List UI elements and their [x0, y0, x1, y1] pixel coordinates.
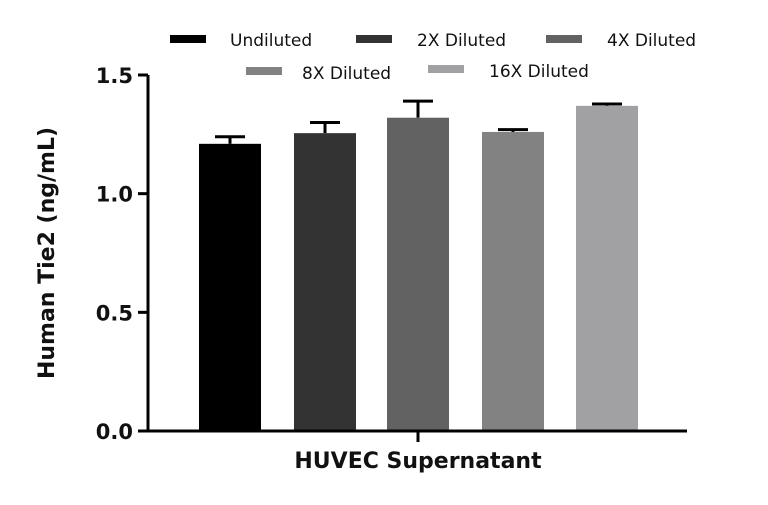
- legend-item: 16X Diluted: [428, 62, 589, 82]
- bar: [576, 105, 638, 431]
- legend-label: 16X Diluted: [489, 62, 589, 82]
- legend-label: Undiluted: [230, 31, 312, 51]
- legend-item: Undiluted: [170, 31, 312, 51]
- bar: [294, 133, 356, 431]
- legend-item: 4X Diluted: [546, 31, 696, 51]
- legend-swatch: [246, 67, 282, 75]
- bar-2x-diluted: [294, 120, 356, 431]
- legend-label: 2X Diluted: [417, 31, 506, 51]
- bar-4x-diluted: [387, 99, 449, 431]
- legend: Undiluted 2X Diluted 4X Diluted 8X Diluted 1…: [170, 31, 696, 84]
- legend-label: 4X Diluted: [607, 31, 696, 51]
- legend-swatch: [356, 35, 392, 43]
- y-axis-title: Human Tie2 (ng/mL): [35, 127, 60, 379]
- x-axis-title: HUVEC Supernatant: [294, 449, 542, 474]
- y-ticks: 0.0 0.5 1.0 1.5: [96, 64, 148, 444]
- legend-swatch: [428, 65, 464, 73]
- bar-8x-diluted: [482, 128, 544, 431]
- legend-item: 2X Diluted: [356, 31, 506, 51]
- bar-16x-diluted: [576, 102, 638, 431]
- bar: [199, 143, 261, 431]
- bar: [482, 131, 544, 431]
- legend-label: 8X Diluted: [302, 64, 391, 84]
- bar: [387, 117, 449, 431]
- legend-swatch: [170, 35, 206, 43]
- y-tick-label: 0.0: [96, 420, 133, 444]
- y-tick-label: 0.5: [96, 301, 133, 325]
- legend-swatch: [546, 35, 582, 43]
- y-tick-label: 1.0: [96, 183, 133, 207]
- axes: [146, 75, 687, 442]
- y-tick-label: 1.5: [96, 64, 133, 88]
- bar-undiluted: [199, 135, 261, 431]
- bars-group: [199, 99, 638, 431]
- legend-item: 8X Diluted: [246, 64, 391, 84]
